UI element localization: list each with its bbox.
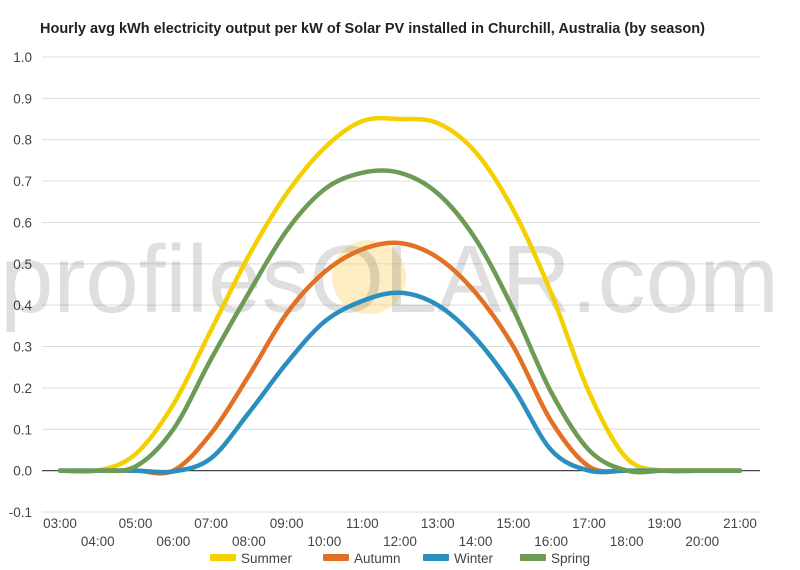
x-tick-label: 18:00 xyxy=(610,534,644,549)
y-axis-ticks: -0.1 0.0 0.1 0.2 0.3 0.4 0.5 0.6 0.7 0.8 0.9 1.0 xyxy=(9,50,33,520)
legend[interactable]: Summer Autumn Winter Spring xyxy=(210,551,590,566)
y-tick-label: 0.8 xyxy=(13,133,32,148)
series-line-spring xyxy=(57,168,743,475)
y-tick-label: 0.4 xyxy=(13,298,32,313)
y-tick-label: 0.0 xyxy=(13,464,32,479)
series-line-summer xyxy=(57,115,743,475)
y-tick-label: 0.2 xyxy=(13,381,32,396)
legend-swatch xyxy=(423,554,449,561)
legend-swatch xyxy=(323,554,349,561)
y-tick-label: -0.1 xyxy=(9,505,32,520)
legend-label: Winter xyxy=(454,551,494,566)
x-tick-label: 07:00 xyxy=(194,516,228,531)
x-tick-label: 19:00 xyxy=(648,516,682,531)
legend-label: Autumn xyxy=(354,551,401,566)
y-tick-label: 0.1 xyxy=(13,422,32,437)
x-tick-label: 09:00 xyxy=(270,516,304,531)
x-tick-label: 12:00 xyxy=(383,534,417,549)
x-tick-label: 15:00 xyxy=(496,516,530,531)
x-tick-label: 13:00 xyxy=(421,516,455,531)
x-tick-label: 05:00 xyxy=(119,516,153,531)
y-tick-label: 0.6 xyxy=(13,215,32,230)
y-tick-label: 1.0 xyxy=(13,50,32,65)
x-tick-label: 06:00 xyxy=(156,534,190,549)
chart-title: Hourly avg kWh electricity output per kW… xyxy=(40,21,705,37)
series-lines xyxy=(57,115,743,476)
legend-swatch xyxy=(210,554,236,561)
x-tick-label: 10:00 xyxy=(308,534,342,549)
x-tick-label: 21:00 xyxy=(723,516,757,531)
x-tick-label: 16:00 xyxy=(534,534,568,549)
x-tick-label: 08:00 xyxy=(232,534,266,549)
legend-item-autumn[interactable]: Autumn xyxy=(323,551,401,566)
y-tick-label: 0.5 xyxy=(13,257,32,272)
x-tick-label: 04:00 xyxy=(81,534,115,549)
legend-label: Spring xyxy=(551,551,590,566)
y-tick-label: 0.7 xyxy=(13,174,32,189)
x-tick-label: 11:00 xyxy=(346,516,379,531)
grid-lines xyxy=(42,56,760,513)
y-tick-label: 0.3 xyxy=(13,340,32,355)
x-tick-label: 14:00 xyxy=(459,534,493,549)
legend-item-winter[interactable]: Winter xyxy=(423,551,494,566)
legend-label: Summer xyxy=(241,551,293,566)
y-tick-label: 0.9 xyxy=(13,91,32,106)
legend-swatch xyxy=(520,554,546,561)
legend-item-summer[interactable]: Summer xyxy=(210,551,293,566)
x-tick-label: 03:00 xyxy=(43,516,77,531)
x-tick-label: 20:00 xyxy=(685,534,719,549)
x-tick-label: 17:00 xyxy=(572,516,606,531)
legend-item-spring[interactable]: Spring xyxy=(520,551,590,566)
watermark-text-part1: profilesO xyxy=(0,226,384,333)
watermark-text-part2: LAR.com xyxy=(384,226,779,333)
